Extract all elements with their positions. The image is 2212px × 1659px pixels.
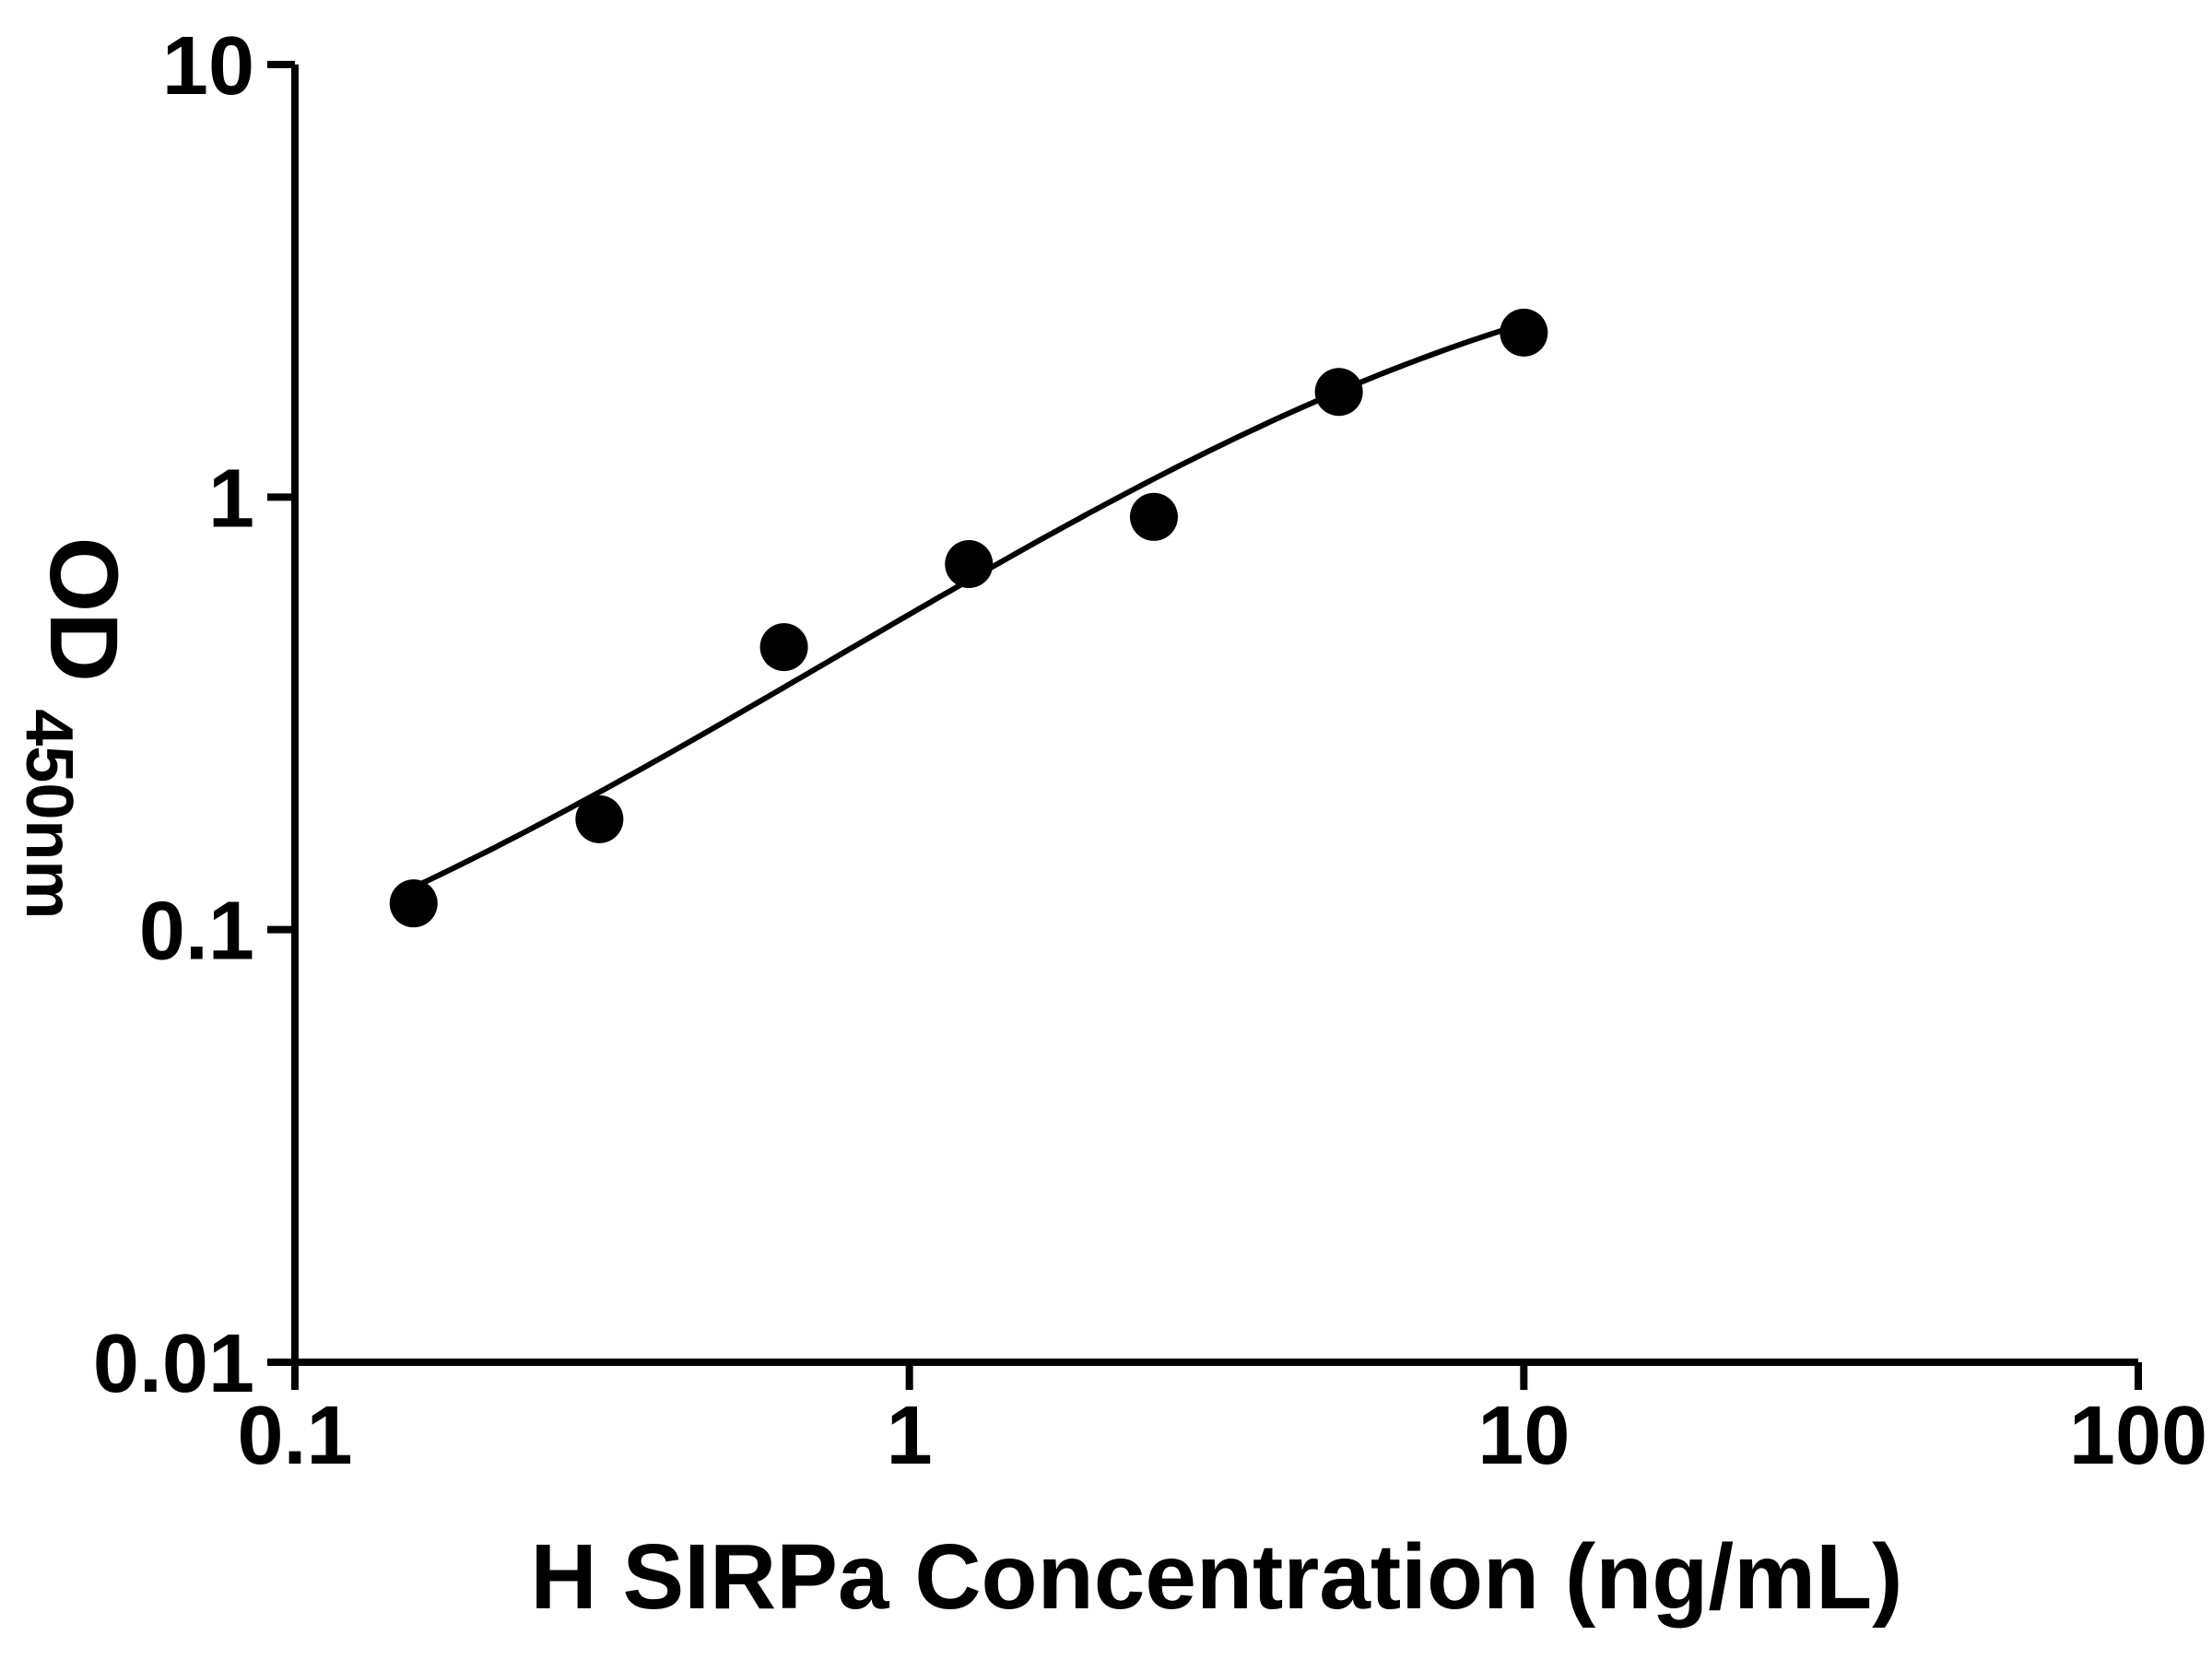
data-point (389, 879, 438, 928)
y-axis-title-subscript: 450nm (12, 709, 86, 919)
y-axis-title-base: OD (29, 537, 137, 683)
data-point (1314, 368, 1363, 417)
data-point (759, 623, 808, 672)
axis-lines (291, 65, 2138, 1366)
x-tick-label: 100 (2069, 1390, 2207, 1482)
data-point (1129, 492, 1178, 541)
y-tick-label: 0.01 (93, 1318, 254, 1410)
y-axis-title: OD 450nm (12, 537, 137, 920)
y-tick-label: 1 (208, 453, 254, 545)
x-tick-label: 0.1 (237, 1390, 352, 1482)
x-tick-label: 10 (1477, 1390, 1570, 1482)
axes (291, 65, 2138, 1366)
data-point (575, 794, 624, 843)
y-tick-label: 0.1 (139, 886, 254, 978)
standard-curve-line (410, 321, 1527, 890)
x-axis-title: H SIRPa Concentration (ng/mL) (531, 1525, 1903, 1629)
x-tick-label: 1 (887, 1390, 933, 1482)
fit-curve (410, 321, 1527, 890)
tick-marks (267, 61, 2142, 1390)
y-tick-label: 10 (162, 20, 254, 112)
data-point (945, 540, 994, 589)
data-points (389, 308, 1548, 928)
data-point (1500, 308, 1548, 357)
